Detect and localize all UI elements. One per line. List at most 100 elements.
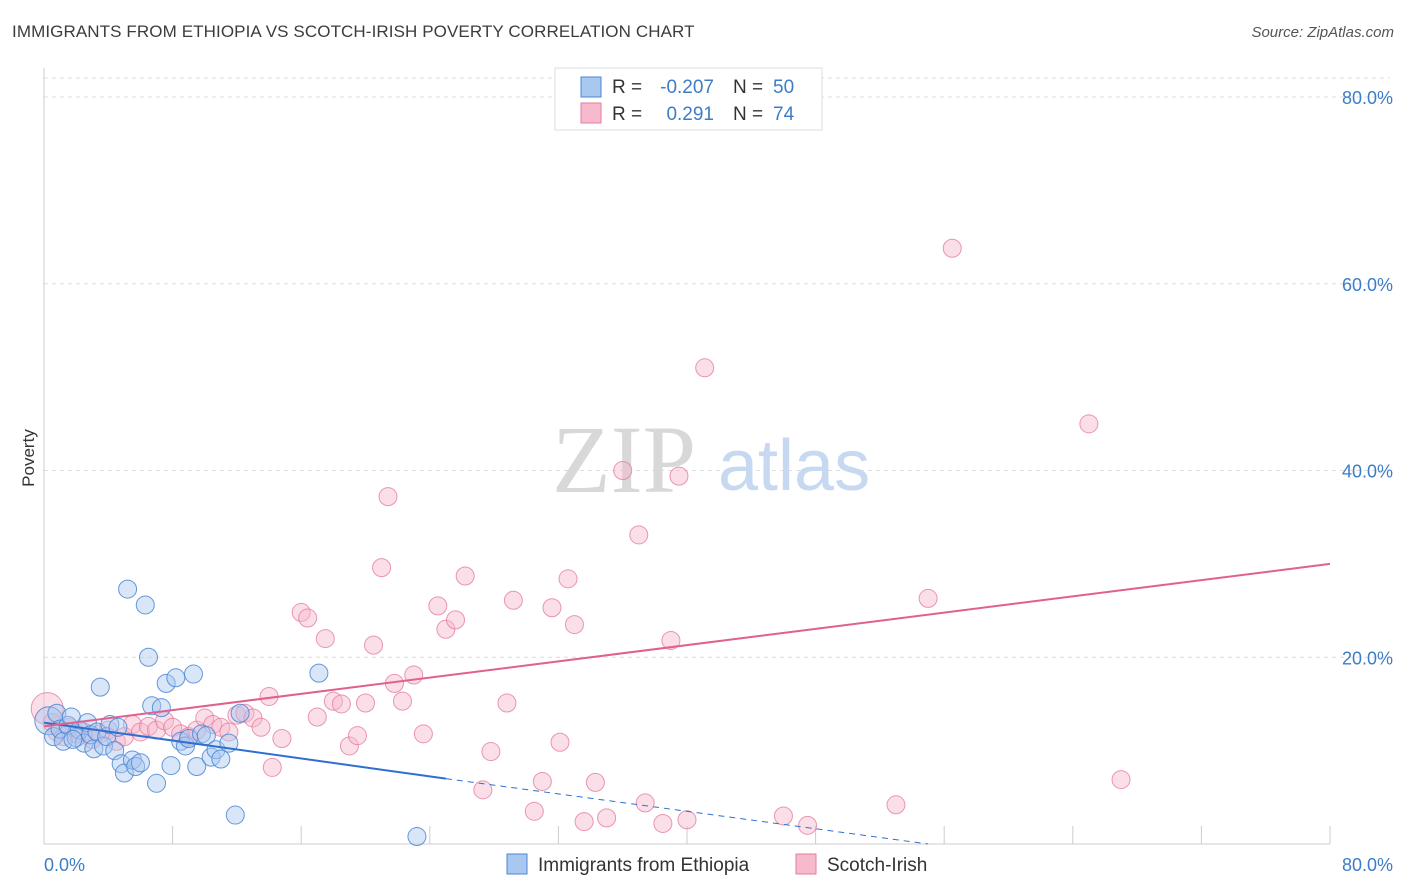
ethiopia-point-28 [142,696,162,716]
ethiopia-point-48 [407,827,427,847]
ethiopia-point-14 [90,677,110,697]
ethiopia-point-4 [53,731,73,751]
scotch-irish-point-50 [446,610,466,630]
source-label: Source: ZipAtlas.com [1251,24,1394,41]
scotch-irish-point-24 [219,722,239,742]
legend-swatch-ethiopia [580,76,602,98]
scotch-irish-point-54 [497,693,517,713]
scotch-irish-point-69 [661,630,681,650]
scotch-irish-point-58 [542,598,562,618]
ethiopia-point-25 [130,753,150,773]
scotch-irish-point-38 [339,736,359,756]
scotch-irish-point-73 [773,806,793,826]
scotch-irish-point-72 [695,358,715,378]
scotch-irish-point-35 [315,629,335,649]
scotch-irish-point-43 [378,487,398,507]
ethiopia-point-43 [211,749,231,769]
scotch-irish-point-57 [532,771,552,791]
scotch-irish-point-47 [413,724,433,744]
bottom-legend-swatch-scotch [795,853,817,875]
ethiopia-point-1 [44,727,64,747]
correlation-legend: R = -0.207 N = 50 R = 0.291 N = 74 [554,67,823,131]
axes [43,68,1331,845]
scotch-irish-point-31 [272,728,292,748]
scotch-irish-point-52 [473,780,493,800]
scotch-irish-point-33 [298,608,318,628]
scotch-irish-point-53 [481,742,501,762]
scotch-irish-point-41 [364,635,384,655]
grid-lines [44,77,1390,658]
scotch-irish-point-64 [597,808,617,828]
scotch-irish-point-25 [227,705,247,725]
scotch-irish-point-40 [356,693,375,713]
tick-labels: 20.0% 40.0% 60.0% 80.0% 0.0% 80.0% [44,88,1393,875]
scotch-irish-point-63 [585,772,605,792]
scotch-irish-point-1 [42,713,62,733]
ethiopia-point-27 [138,647,158,667]
scotch-irish-point-45 [392,691,412,711]
scotch-irish-point-78 [1079,414,1099,434]
legend-r-label-2: R = [612,104,642,125]
scotch-irish-point-42 [372,558,392,578]
scotch-irish-point-48 [428,596,448,616]
scotch-irish-point-71 [677,810,697,830]
scotch-irish-point-79 [1111,770,1131,790]
ethiopia-point-38 [187,756,207,776]
legend-n-value-1: 50 [773,77,794,98]
scotch-irish-point-39 [347,726,367,746]
legend-n-value-2: 74 [773,104,795,125]
scotch-irish-point-66 [629,525,649,545]
scotch-irish-point-75 [886,795,906,815]
ethiopia-point-46 [230,703,250,723]
y-tick-label-40: 40.0% [1342,462,1393,482]
scotch-irish-point-68 [653,813,673,833]
scotch-irish-point-56 [524,801,544,821]
y-tick-label-80: 80.0% [1342,88,1393,108]
scotch-irish-point-77 [942,238,962,258]
ethiopia-points [34,579,427,847]
bottom-legend-swatch-ethiopia [506,853,528,875]
scotch-irish-point-34 [307,707,327,727]
trend-lines [43,562,1331,845]
ethiopia-point-33 [166,668,186,688]
scotch-irish-point-51 [455,566,475,586]
bottom-legend-scotch: Scotch-Irish [827,855,927,876]
scotch-irish-point-55 [503,590,523,610]
ethiopia-point-32 [161,756,181,776]
scotch-irish-point-60 [558,569,578,589]
ethiopia-trend-line [43,721,447,780]
ethiopia-point-17 [100,714,120,734]
ethiopia-trend-extension [445,778,929,845]
y-tick-label-60: 60.0% [1342,275,1393,295]
x-tick-label-max: 80.0% [1342,855,1393,875]
ethiopia-point-49 [63,729,83,749]
series-legend: Immigrants from Ethiopia Scotch-Irish [506,853,927,876]
ethiopia-point-2 [47,703,67,723]
scotch-irish-point-62 [574,812,594,832]
ethiopia-point-22 [118,579,138,599]
legend-n-label-1: N = [733,77,763,98]
y-axis-title: Poverty [19,429,38,487]
legend-r-value-1: -0.207 [660,77,714,98]
scotch-irish-point-61 [564,615,584,635]
scotch-irish-point-70 [669,466,689,486]
scotch-irish-point-65 [613,461,633,480]
scotch-irish-point-0 [30,692,64,726]
ethiopia-point-37 [183,664,203,684]
ethiopia-point-30 [151,698,171,718]
bottom-legend-ethiopia: Immigrants from Ethiopia [538,855,750,876]
ethiopia-point-26 [135,595,155,615]
scotch-irish-point-59 [550,732,570,752]
scotch-irish-point-76 [918,588,938,608]
y-tick-label-20: 20.0% [1342,648,1393,668]
scotch-irish-trend-line [43,562,1331,728]
scotch-irish-point-74 [798,815,818,835]
scotch-irish-point-28 [251,717,271,737]
legend-n-label-2: N = [733,104,763,125]
scotch-irish-point-30 [262,757,282,777]
watermark-atlas: atlas [718,426,870,506]
ethiopia-point-47 [309,663,329,683]
scotch-irish-points [30,238,1131,835]
ethiopia-point-31 [156,673,176,693]
